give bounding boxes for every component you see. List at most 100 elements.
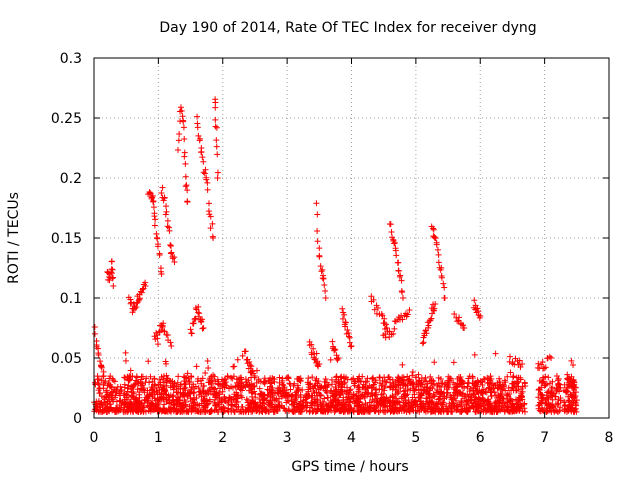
data-point <box>346 333 353 340</box>
data-point <box>409 380 416 387</box>
data-point <box>177 118 184 125</box>
data-point <box>164 223 171 230</box>
data-point <box>513 397 520 404</box>
data-point <box>459 378 466 385</box>
data-point <box>175 147 182 154</box>
data-point <box>103 387 110 394</box>
data-point <box>342 323 349 330</box>
data-point <box>193 363 200 370</box>
data-point <box>109 275 116 282</box>
data-point <box>494 408 501 415</box>
data-point <box>92 381 99 388</box>
data-point <box>427 373 434 380</box>
data-point <box>492 350 499 357</box>
data-point <box>568 357 575 364</box>
data-point <box>109 396 116 403</box>
data-point <box>246 359 253 366</box>
data-point <box>247 362 254 369</box>
data-point <box>306 342 313 349</box>
data-point <box>313 392 320 399</box>
data-point <box>459 383 466 390</box>
data-point <box>332 397 339 404</box>
data-point <box>202 390 209 397</box>
data-point <box>147 373 154 380</box>
data-point <box>479 382 486 389</box>
data-point <box>562 403 569 410</box>
data-point <box>184 370 191 377</box>
data-point <box>245 402 252 409</box>
data-point <box>319 275 326 282</box>
data-point <box>212 104 219 111</box>
data-point <box>287 386 294 393</box>
data-point <box>194 113 201 120</box>
data-point <box>99 403 106 410</box>
data-point <box>371 306 378 313</box>
data-point <box>95 351 102 358</box>
data-point <box>487 380 494 387</box>
y-tick-label: 0.05 <box>51 351 82 367</box>
data-point <box>294 382 301 389</box>
data-point <box>395 259 402 266</box>
data-point <box>508 387 515 394</box>
data-point <box>435 374 442 381</box>
data-point <box>200 406 207 413</box>
data-point <box>265 377 272 384</box>
data-point <box>338 378 345 385</box>
data-point <box>128 389 135 396</box>
data-point <box>212 123 219 130</box>
data-point <box>570 385 577 391</box>
data-point <box>507 408 514 415</box>
data-point <box>379 380 386 387</box>
data-point <box>309 374 316 381</box>
data-point <box>127 296 134 303</box>
data-point <box>331 392 338 399</box>
data-point <box>175 385 182 392</box>
data-point <box>347 406 354 413</box>
data-point <box>573 408 580 415</box>
data-point <box>214 169 221 176</box>
data-point <box>517 402 524 409</box>
data-point <box>438 264 445 271</box>
data-point <box>400 388 407 395</box>
data-point <box>173 406 180 413</box>
data-point <box>431 305 438 312</box>
data-point <box>504 373 511 380</box>
data-point <box>127 367 134 374</box>
data-point <box>409 372 416 379</box>
data-point <box>517 364 524 371</box>
data-point <box>154 235 161 242</box>
data-point <box>199 390 206 397</box>
data-point <box>163 360 170 367</box>
data-point <box>379 397 386 404</box>
data-point <box>278 402 285 409</box>
data-point <box>292 391 299 398</box>
data-point <box>310 345 317 352</box>
data-point <box>160 379 167 386</box>
data-point <box>188 330 195 337</box>
data-point <box>297 394 304 401</box>
data-point <box>555 400 562 407</box>
data-point <box>203 176 210 183</box>
data-point <box>412 374 419 381</box>
data-point <box>243 407 250 414</box>
data-point <box>389 392 396 399</box>
data-point <box>477 403 484 410</box>
data-point <box>436 396 443 403</box>
data-point <box>97 390 104 397</box>
data-point <box>535 394 542 401</box>
data-point <box>340 394 347 401</box>
data-point <box>212 116 219 123</box>
data-point <box>242 348 249 355</box>
data-point <box>387 379 394 386</box>
data-point <box>539 392 546 399</box>
data-point <box>446 377 453 384</box>
data-point <box>212 402 219 409</box>
data-point <box>213 143 220 150</box>
data-point <box>198 148 205 155</box>
data-point <box>404 311 411 318</box>
data-point <box>398 277 405 284</box>
data-point <box>330 401 337 408</box>
data-point <box>431 359 438 366</box>
data-point <box>462 401 469 408</box>
data-point <box>435 259 442 266</box>
